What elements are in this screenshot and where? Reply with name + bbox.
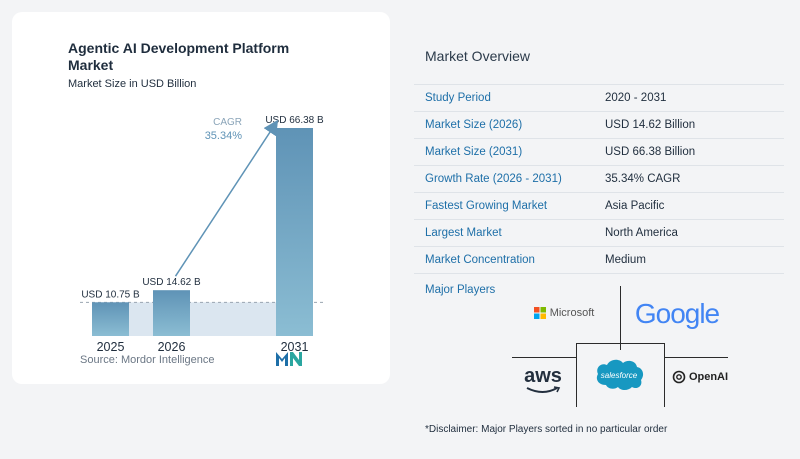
overview-key: Market Size (2031) xyxy=(414,138,593,166)
openai-label: OpenAI xyxy=(688,371,729,383)
overview-row: Market Size (2031) USD 66.38 Billion xyxy=(414,138,784,166)
grid-divider xyxy=(664,343,665,407)
grid-divider xyxy=(664,357,728,358)
overview-row: Growth Rate (2026 - 2031) 35.34% CAGR xyxy=(414,165,784,193)
x-tick-2031: 2031 xyxy=(281,340,309,354)
disclaimer: *Disclaimer: Major Players sorted in no … xyxy=(425,424,668,435)
overview-key: Growth Rate (2026 - 2031) xyxy=(414,165,593,193)
data-label-2026: USD 14.62 B xyxy=(142,277,201,288)
overview-value: North America xyxy=(593,219,784,247)
aws-smile-icon xyxy=(526,386,561,393)
salesforce-cloud-icon xyxy=(596,359,644,390)
overview-value: Medium xyxy=(593,246,784,274)
overview-row: Market Concentration Medium xyxy=(414,246,784,274)
bar-chart: USD 10.75 B 2025 USD 14.62 B 2026 USD 66.38 … xyxy=(80,115,326,354)
grid-divider xyxy=(576,343,664,344)
mordor-logo-icon xyxy=(276,352,302,366)
grid-divider xyxy=(620,286,621,350)
cagr-arrow xyxy=(174,119,279,277)
bar-2031 xyxy=(276,128,313,336)
microsoft-windows-icon xyxy=(533,307,546,319)
bar-2026 xyxy=(153,290,190,336)
overview-row: Fastest Growing Market Asia Pacific xyxy=(414,192,784,220)
market-overview-title: Market Overview xyxy=(425,48,531,64)
grid-divider xyxy=(512,357,576,358)
major-players-title: Major Players xyxy=(425,284,496,296)
overview-row: Market Size (2026) USD 14.62 Billion xyxy=(414,111,784,139)
salesforce-label: salesforce xyxy=(600,370,638,380)
openai-knot-icon xyxy=(672,370,686,384)
bar-2025 xyxy=(92,302,129,336)
overview-row: Largest Market North America xyxy=(414,219,784,247)
microsoft-logo: Microsoft xyxy=(524,302,604,324)
market-overview-table: Study Period 2020 - 2031 Market Size (20… xyxy=(414,84,784,274)
overview-key: Fastest Growing Market xyxy=(414,192,593,220)
overview-value: Asia Pacific xyxy=(593,192,784,220)
x-tick-2026: 2026 xyxy=(158,340,186,354)
google-label: Google xyxy=(634,298,720,329)
overview-key: Study Period xyxy=(414,84,593,112)
overview-key: Market Size (2026) xyxy=(414,111,593,139)
overview-key: Largest Market xyxy=(414,219,593,247)
salesforce-logo: salesforce xyxy=(592,355,646,395)
aws-label: aws xyxy=(524,365,562,387)
aws-logo: aws xyxy=(516,364,570,396)
x-tick-2025: 2025 xyxy=(97,340,125,354)
chart-source: Source: Mordor Intelligence xyxy=(80,354,215,366)
microsoft-label: Microsoft xyxy=(549,307,595,319)
overview-value: USD 66.38 Billion xyxy=(593,138,784,166)
openai-logo: OpenAI xyxy=(670,366,730,388)
grid-divider xyxy=(576,343,577,407)
overview-value: USD 14.62 Billion xyxy=(593,111,784,139)
overview-value: 35.34% CAGR xyxy=(593,165,784,193)
cagr-value: 35.34% xyxy=(205,130,243,142)
cagr-label: CAGR xyxy=(213,117,242,128)
google-logo: Google xyxy=(632,296,722,332)
chart-subtitle: Market Size in USD Billion xyxy=(68,78,197,90)
data-label-2025: USD 10.75 B xyxy=(81,289,140,300)
data-label-2031: USD 66.38 B xyxy=(265,115,324,126)
overview-value: 2020 - 2031 xyxy=(593,84,784,112)
overview-row: Study Period 2020 - 2031 xyxy=(414,84,784,112)
overview-key: Market Concentration xyxy=(414,246,593,274)
chart-title: Agentic AI Development Platform Market xyxy=(68,40,290,73)
